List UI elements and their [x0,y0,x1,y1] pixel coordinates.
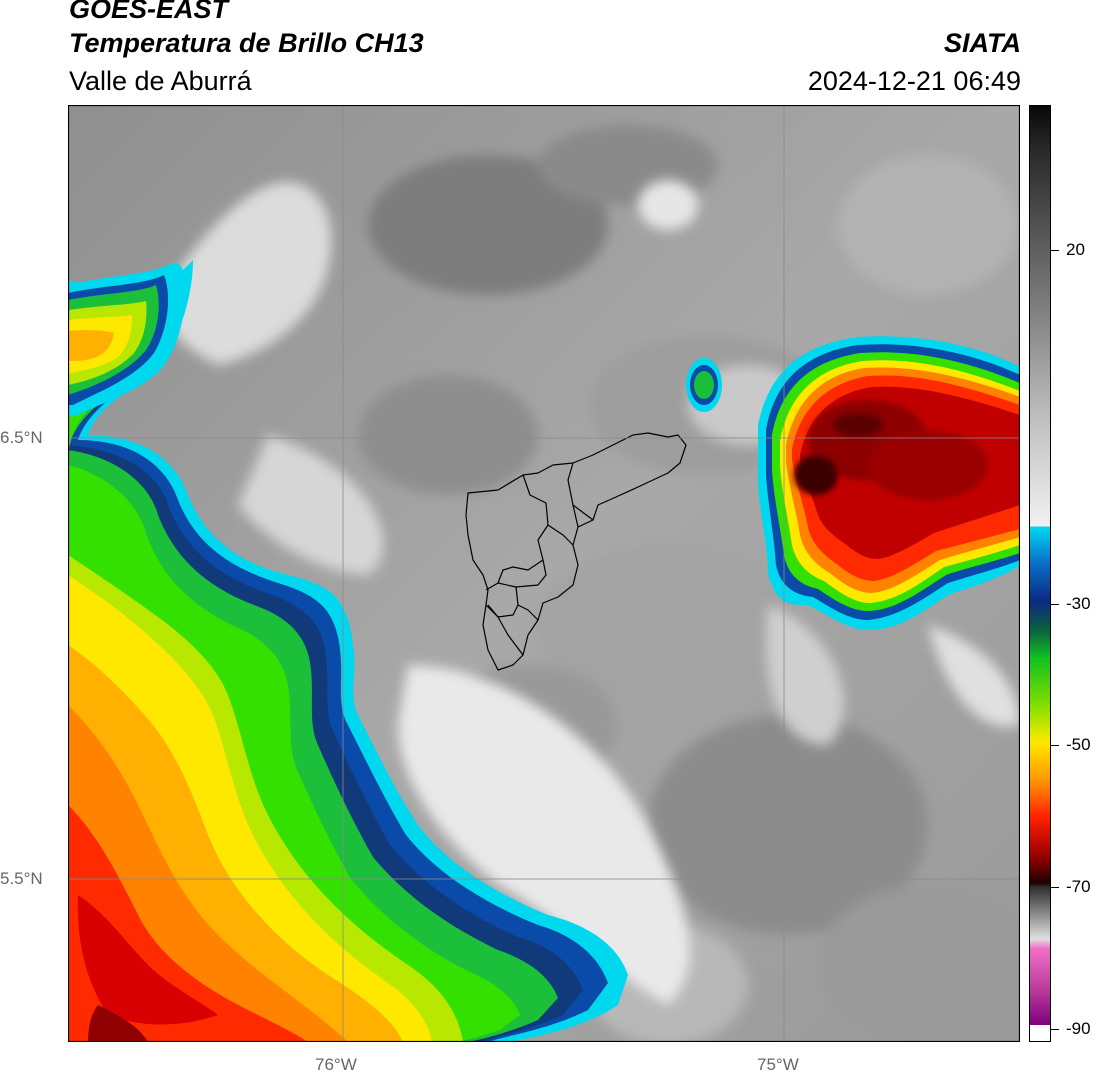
y-tick-5-5n: 5.5°N [0,869,43,888]
product-title: Temperatura de Brillo CH13 [69,28,424,58]
northwest-convective-cell [68,263,186,417]
valle-de-aburra-boundary [465,432,687,671]
colorbar-tick [1051,250,1059,251]
colorbar-label-minus90: -90 [1066,1019,1091,1038]
brightness-temperature-map [68,105,1020,1042]
gray-texture [358,125,1020,1042]
graticule [68,105,1020,1042]
region-subtitle: Valle de Aburrá [69,66,252,96]
colorbar-tick [1051,887,1059,888]
datetime-label: 2024-12-21 06:49 [807,66,1021,96]
colorbar-tick [1051,604,1059,605]
agency-label: SIATA [944,28,1021,58]
west-convective-band [68,260,628,1042]
colorbar-label-minus30: -30 [1066,594,1091,613]
east-convective-cell [758,336,1020,630]
colorbar-tick [1051,745,1059,746]
map-frame [68,105,1020,1042]
x-tick-76w: 76°W [315,1055,357,1074]
colorbar-label-minus50: -50 [1066,735,1091,754]
temperature-colorbar [1029,105,1051,1042]
colorbar-label-20: 20 [1066,240,1085,259]
y-tick-6-5n: 6.5°N [0,428,43,447]
isolated-small-cell [686,358,722,412]
satellite-title: GOES-EAST [69,0,229,24]
colorbar-tick [1051,1029,1059,1030]
x-tick-75w: 75°W [757,1055,799,1074]
colorbar-label-minus70: -70 [1066,877,1091,896]
